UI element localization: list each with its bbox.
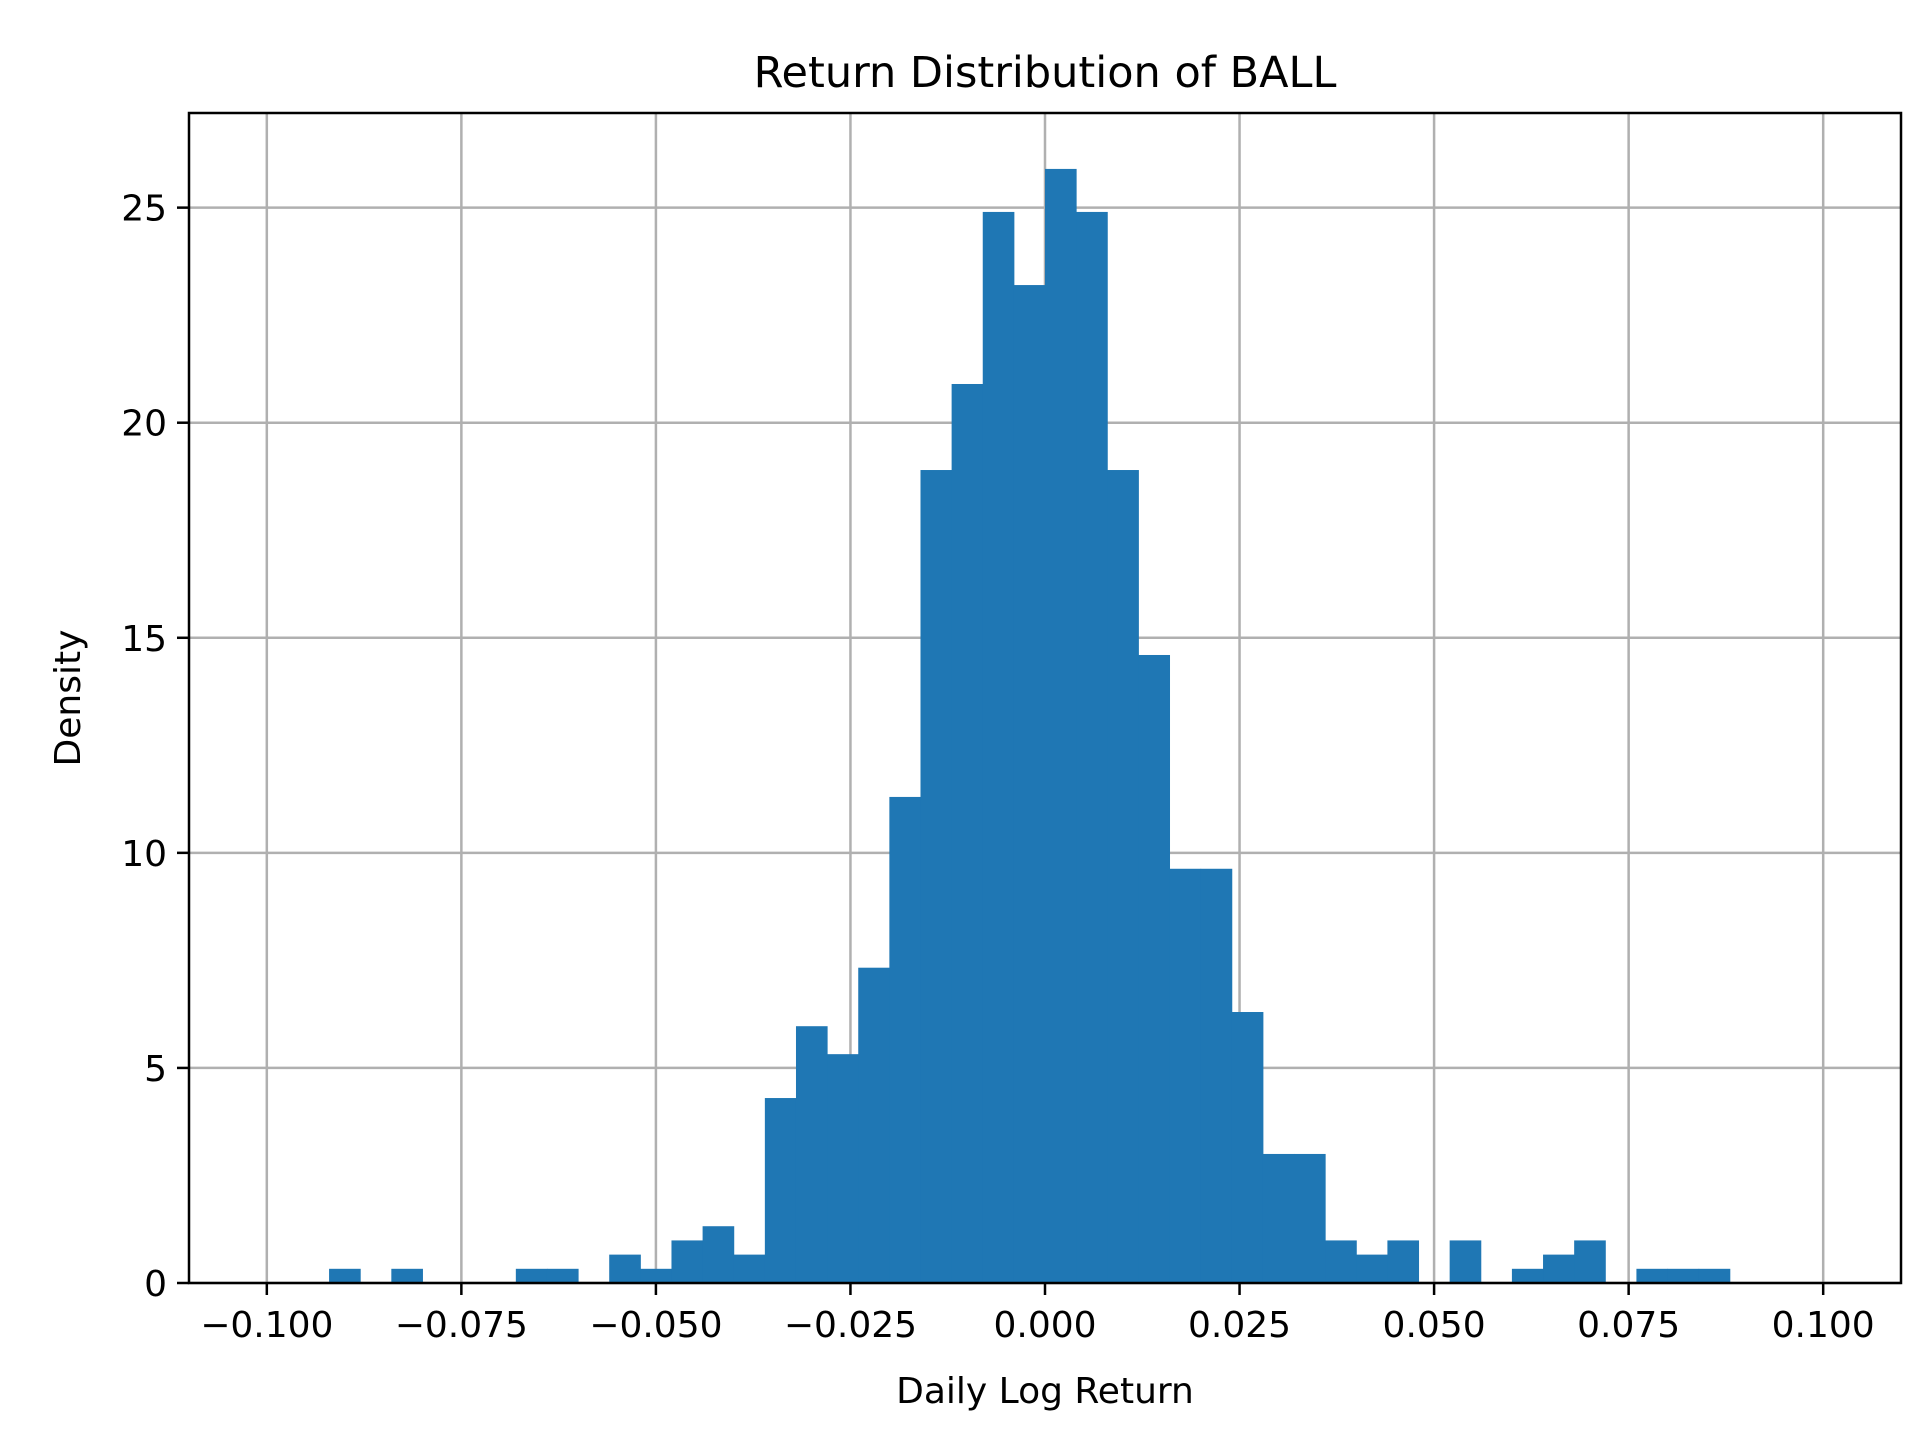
histogram-bar <box>515 1268 548 1283</box>
histogram-bar <box>1262 1153 1295 1283</box>
histogram-bar <box>1013 285 1046 1283</box>
histogram-bar <box>951 383 984 1283</box>
histogram-bar <box>1294 1153 1326 1283</box>
x-tick-label: −0.100 <box>200 1305 333 1346</box>
histogram-bar <box>1231 1012 1264 1283</box>
histogram-bar <box>795 1026 828 1283</box>
histogram-bar <box>391 1268 423 1283</box>
histogram-bar <box>1138 654 1171 1283</box>
x-tick-label: 0.000 <box>993 1305 1096 1346</box>
x-tick-label: 0.050 <box>1383 1305 1486 1346</box>
x-axis-label: Daily Log Return <box>896 1371 1194 1412</box>
y-tick-label: 5 <box>144 1049 167 1090</box>
y-axis-ticks: 0 5 10 15 20 25 <box>121 189 189 1305</box>
chart-title: Return Distribution of BALL <box>754 48 1337 98</box>
histogram-bar <box>1511 1268 1544 1283</box>
y-tick-label: 25 <box>121 189 167 230</box>
histogram-bar <box>1107 470 1139 1283</box>
y-tick-label: 20 <box>121 404 167 445</box>
x-tick-label: 0.025 <box>1188 1305 1291 1346</box>
x-axis-ticks: −0.100 −0.075 −0.050 −0.025 0.000 0.025 0.050 0… <box>200 1283 1875 1346</box>
histogram-bar <box>609 1254 641 1283</box>
histogram-bar <box>1200 868 1233 1283</box>
histogram-bar <box>1387 1240 1420 1283</box>
histogram-bar <box>733 1254 766 1283</box>
x-tick-label: 0.100 <box>1772 1305 1875 1346</box>
histogram-bars <box>329 168 1731 1284</box>
histogram-bar <box>1449 1240 1482 1283</box>
histogram-bar <box>1574 1240 1606 1283</box>
histogram-bar <box>1543 1254 1575 1283</box>
x-tick-label: 0.075 <box>1577 1305 1680 1346</box>
y-axis-label: Density <box>48 630 89 767</box>
x-tick-label: −0.050 <box>589 1305 722 1346</box>
histogram-bar <box>1698 1268 1731 1283</box>
histogram-bar <box>920 470 953 1283</box>
histogram-bar <box>1325 1240 1357 1283</box>
x-tick-label: −0.075 <box>395 1305 528 1346</box>
histogram-bar <box>702 1226 735 1283</box>
y-tick-label: 0 <box>144 1264 167 1305</box>
histogram-bar <box>640 1268 672 1283</box>
histogram-bar <box>889 796 921 1283</box>
histogram-bar <box>982 211 1015 1283</box>
histogram-bar <box>1356 1254 1388 1283</box>
histogram-bar <box>1667 1268 1700 1283</box>
histogram-bar <box>1169 868 1202 1283</box>
histogram-bar <box>1076 211 1108 1283</box>
histogram-bar <box>671 1240 704 1283</box>
y-tick-label: 15 <box>121 619 167 660</box>
histogram-bar <box>546 1268 579 1283</box>
histogram-bar <box>1045 168 1077 1284</box>
histogram-bar <box>1636 1268 1669 1283</box>
histogram-bar <box>329 1268 361 1283</box>
x-tick-label: −0.025 <box>784 1305 917 1346</box>
histogram-bar <box>858 967 890 1283</box>
histogram-bar <box>827 1054 859 1283</box>
y-tick-label: 10 <box>121 834 167 875</box>
histogram-bar <box>764 1098 797 1283</box>
